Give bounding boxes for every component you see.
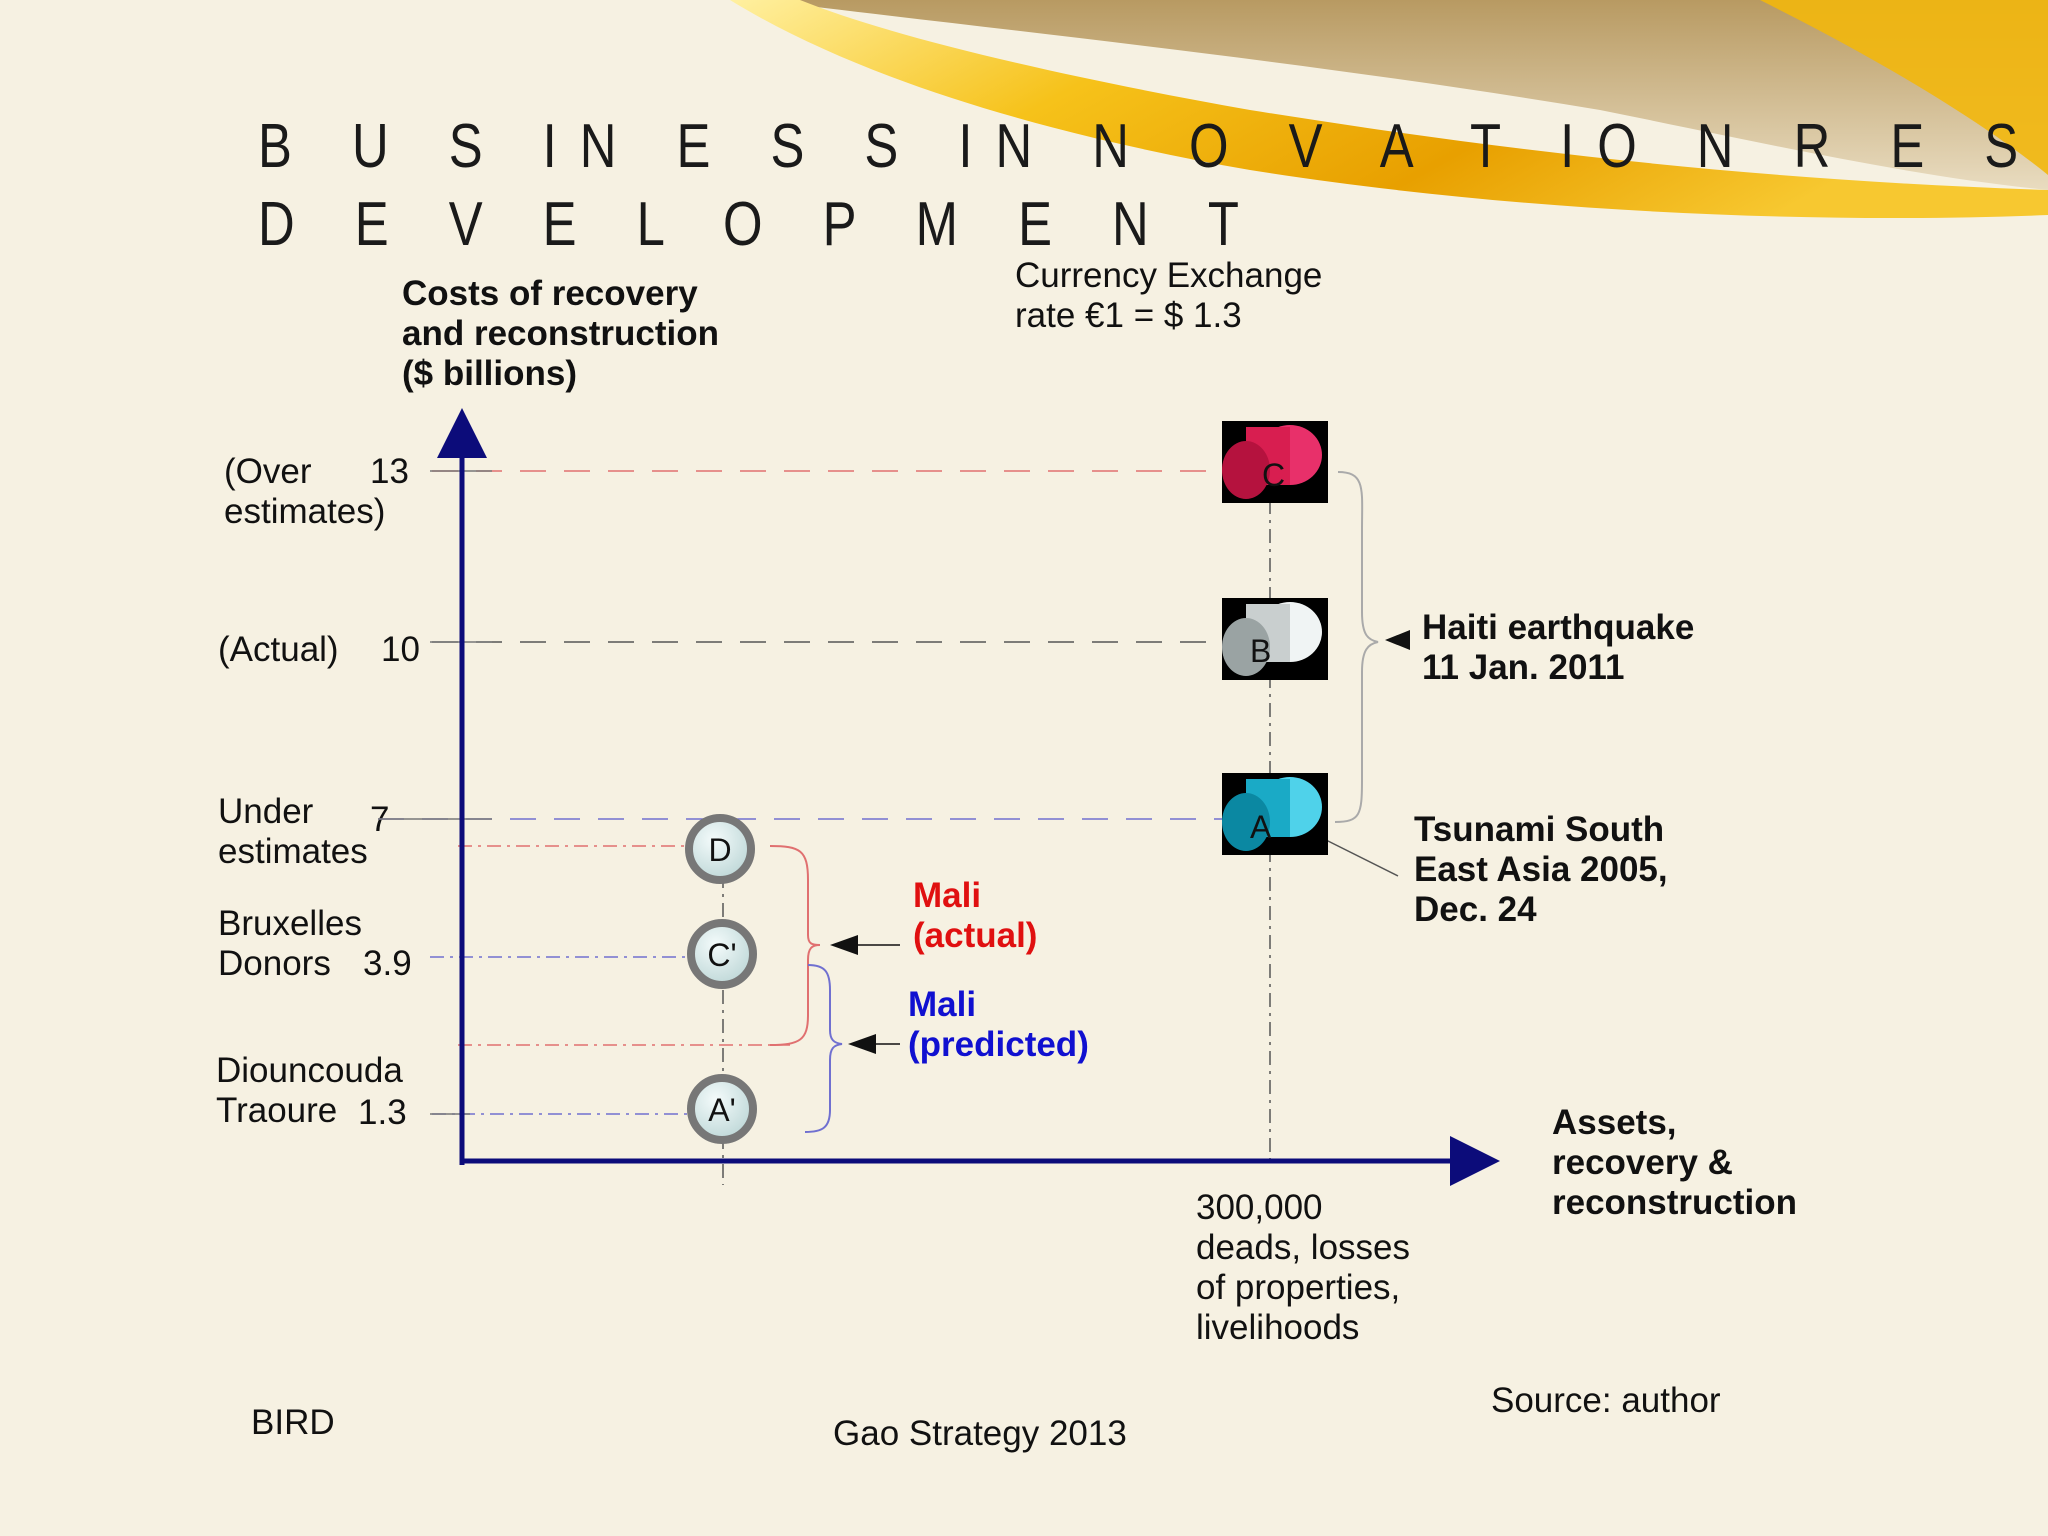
tick-value-13: 13 — [370, 452, 409, 491]
mali-predicted-brace — [804, 964, 843, 1133]
marker-c-prime-label: C' — [707, 937, 736, 973]
y-axis-title: Costs of recovery and reconstruction ($ … — [402, 274, 719, 394]
footer-source: Source: author — [1491, 1381, 1721, 1420]
tick-label-over-estimates: (Over estimates) — [224, 452, 385, 532]
x-tick-label-line: of properties, — [1196, 1268, 1401, 1307]
mali-predicted-annotation: Mali (predicted) — [908, 985, 1089, 1065]
tick-label-diouncouda-traoure: Diouncouda Traoure — [216, 1051, 403, 1131]
tick-label-line: Donors — [218, 944, 331, 983]
tick-label-bruxelles-donors: Bruxelles Donors — [218, 904, 362, 984]
haiti-arrow — [1385, 630, 1410, 650]
haiti-brace — [1334, 471, 1379, 823]
marker-d: D — [685, 814, 755, 884]
annotation-line: 11 Jan. 2011 — [1422, 648, 1625, 687]
x-tick-label-300000: 300,000 deads, losses of properties, liv… — [1196, 1188, 1410, 1348]
x-tick-label-line: livelihoods — [1196, 1308, 1360, 1347]
tick-label-actual: (Actual) — [218, 630, 339, 669]
marker-a-prime-label: A' — [708, 1092, 735, 1128]
footer-bird: BIRD — [251, 1403, 335, 1442]
annotation-line: (actual) — [913, 916, 1038, 955]
exchange-note-line: Currency Exchange — [1015, 256, 1323, 295]
tick-label-line: estimates) — [224, 492, 386, 531]
x-axis-title-line: recovery & — [1552, 1143, 1733, 1182]
tick-label-line: Traoure — [216, 1091, 338, 1130]
tick-label-line: (Over — [224, 452, 312, 491]
mali-actual-annotation: Mali (actual) — [913, 876, 1037, 956]
haiti-annotation: Haiti earthquake 11 Jan. 2011 — [1422, 608, 1694, 688]
marker-b: B — [1222, 598, 1328, 680]
marker-a: A — [1222, 773, 1328, 855]
marker-a-prime: A' — [687, 1074, 757, 1144]
marker-c: C — [1222, 421, 1328, 503]
y-axis-title-line: ($ billions) — [402, 354, 577, 393]
annotation-line: (predicted) — [908, 1025, 1089, 1064]
tick-value-1-3: 1.3 — [358, 1093, 407, 1132]
marker-c-prime: C' — [687, 919, 757, 989]
annotation-line: East Asia 2005, — [1414, 850, 1668, 889]
marker-d-label: D — [708, 832, 731, 868]
marker-a-label: A — [1250, 809, 1272, 845]
annotation-line: Mali — [908, 985, 977, 1024]
y-axis-title-line: Costs of recovery — [402, 274, 698, 313]
tick-label-line: estimates — [218, 832, 368, 871]
title-line-2: D E V E L O P M E N T — [258, 190, 1262, 259]
tsunami-leader-line — [1325, 839, 1399, 877]
marker-c-label: C — [1262, 457, 1285, 493]
mali-actual-arrow — [830, 935, 858, 955]
exchange-rate-note: Currency Exchange rate €1 = $ 1.3 — [1015, 256, 1322, 336]
footer-gao-strategy: Gao Strategy 2013 — [833, 1414, 1127, 1453]
tick-label-under-estimates: Under estimates — [218, 792, 368, 872]
annotation-line: Haiti earthquake — [1422, 608, 1695, 647]
tick-label-line: Bruxelles — [218, 904, 362, 943]
tick-label-line: Under — [218, 792, 314, 831]
y-axis-title-line: and reconstruction — [402, 314, 719, 353]
annotation-line: Tsunami South — [1414, 810, 1665, 849]
exchange-note-line: rate €1 = $ 1.3 — [1015, 296, 1242, 335]
annotation-line: Mali — [913, 876, 982, 915]
x-axis-title-line: reconstruction — [1552, 1183, 1798, 1222]
x-tick-label-line: deads, losses — [1196, 1228, 1411, 1267]
x-tick-label-line: 300,000 — [1196, 1188, 1323, 1227]
tick-value-3-9: 3.9 — [363, 944, 412, 983]
mali-predicted-arrow — [848, 1034, 876, 1054]
marker-b-label: B — [1250, 633, 1271, 669]
tsunami-annotation: Tsunami South East Asia 2005, Dec. 24 — [1414, 810, 1668, 930]
gold-page-curl-decoration — [730, 0, 2048, 218]
x-axis-title: Assets, recovery & reconstruction — [1552, 1103, 1797, 1223]
annotation-line: Dec. 24 — [1414, 890, 1537, 929]
mali-actual-brace — [769, 845, 821, 1046]
tick-value-10: 10 — [381, 630, 420, 669]
x-axis-title-line: Assets, — [1552, 1103, 1677, 1142]
tick-label-line: Diouncouda — [216, 1051, 403, 1090]
